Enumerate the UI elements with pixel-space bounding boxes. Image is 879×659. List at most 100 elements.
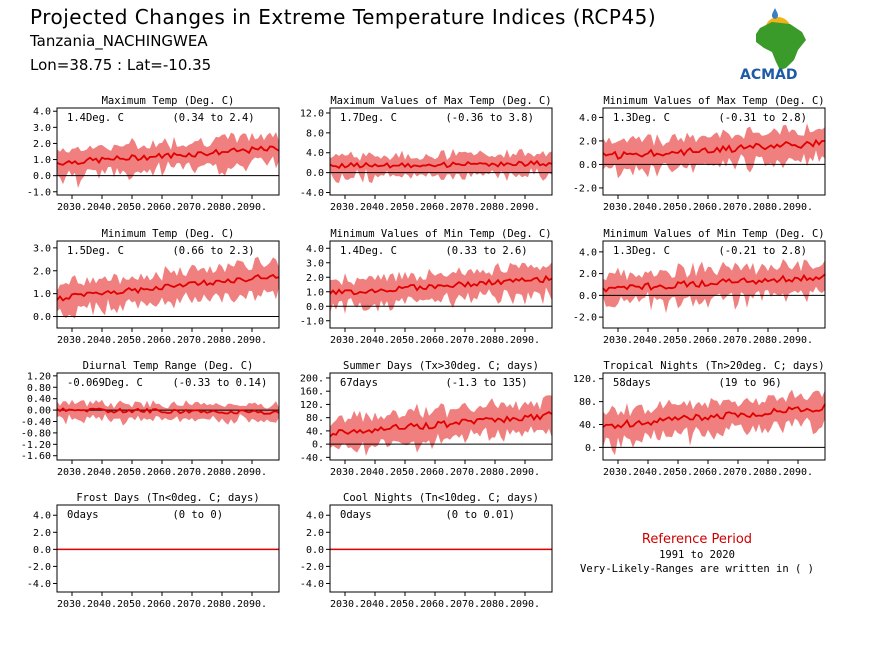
likely-range-label: (-0.31 to 2.8) [718, 112, 807, 124]
range-band [330, 262, 552, 314]
y-tick-label: -4.0 [27, 579, 51, 590]
x-tick-label: 2090. [237, 202, 267, 213]
panel-title: Cool Nights (Tn<10deg. C; days) [343, 492, 539, 504]
x-tick-label: 2080. [207, 202, 237, 213]
x-tick-label: 2080. [480, 202, 510, 213]
x-tick-label: 2090. [237, 335, 267, 346]
x-tick-label: 2050. [390, 599, 420, 610]
mean-change-label: 1.5Deg. C [67, 245, 124, 257]
x-tick-label: 2070. [723, 335, 753, 346]
likely-range-label: (-0.36 to 3.8) [445, 112, 534, 124]
range-band [603, 259, 825, 314]
likely-range-label: (-0.33 to 0.14) [172, 377, 267, 389]
x-tick-label: 2060. [420, 202, 450, 213]
likely-range-label: (0.33 to 2.6) [445, 245, 527, 257]
x-tick-label: 2090. [510, 599, 540, 610]
y-tick-label: 1.0 [33, 289, 51, 300]
y-tick-label: 3.0 [306, 258, 324, 269]
x-tick-label: 2030. [57, 335, 87, 346]
x-tick-label: 2030. [330, 335, 360, 346]
x-tick-label: 2080. [753, 467, 783, 478]
mean-series-line [56, 145, 280, 166]
x-tick-label: 2050. [117, 202, 147, 213]
y-tick-label: 1.0 [33, 155, 51, 166]
logo-text: ACMAD [740, 67, 798, 83]
y-tick-label: 12.0 [300, 108, 324, 119]
x-tick-label: 2090. [783, 202, 813, 213]
panel-title: Minimum Values of Min Temp (Deg. C) [330, 228, 551, 240]
mean-change-label: 0days [340, 509, 372, 521]
x-tick-label: 2040. [360, 202, 390, 213]
x-tick-label: 2070. [723, 467, 753, 478]
x-tick-label: 2030. [57, 599, 87, 610]
x-tick-label: 2090. [237, 599, 267, 610]
x-tick-label: 2060. [147, 202, 177, 213]
x-tick-label: 2030. [57, 467, 87, 478]
y-tick-label: 0. [585, 443, 597, 454]
y-tick-label: 40. [306, 426, 324, 437]
x-tick-label: 2080. [207, 599, 237, 610]
plot-frame [329, 504, 553, 593]
panel-title: Maximum Temp (Deg. C) [102, 95, 235, 107]
y-tick-label: 120. [300, 400, 324, 411]
y-tick-label: 80. [306, 413, 324, 424]
x-tick-label: 2030. [57, 202, 87, 213]
reference-heading: Reference Period [642, 532, 752, 547]
x-tick-label: 2070. [450, 335, 480, 346]
y-tick-label: 0.0 [33, 312, 51, 323]
x-tick-label: 2080. [480, 599, 510, 610]
chart-panel-8: 200.160.120.80.40.0.-40.2030. 2040. 2050. 2… [300, 360, 553, 478]
mean-series-line [56, 407, 280, 415]
y-tick-label: 0.0 [306, 302, 324, 313]
x-tick-label: 2050. [390, 202, 420, 213]
x-tick-label: 2030. [603, 202, 633, 213]
x-tick-label: 2090. [783, 335, 813, 346]
y-tick-label: -40. [300, 453, 324, 464]
x-tick-label: 2050. [663, 467, 693, 478]
x-tick-label: 2050. [390, 335, 420, 346]
panel-title: Diurnal Temp Range (Deg. C) [83, 360, 254, 372]
mean-series-line [602, 138, 826, 160]
range-band [330, 395, 552, 456]
x-tick-label: 2080. [207, 335, 237, 346]
mean-change-label: 1.4Deg. C [67, 112, 124, 124]
y-tick-label: 0.0 [579, 160, 597, 171]
x-tick-label: 2080. [753, 202, 783, 213]
panel-title: Minimum Temp (Deg. C) [102, 228, 235, 240]
likely-range-label: (19 to 96) [718, 377, 781, 389]
x-tick-label: 2040. [87, 599, 117, 610]
x-tick-label: 2080. [480, 335, 510, 346]
x-tick-label: 2060. [147, 335, 177, 346]
chart-panel-10: 4.0 2.0 0.0 -2.0 -4.0 2030. 2040. 2050. 2060. 207… [27, 492, 280, 610]
mean-change-label: -0.069Deg. C [67, 377, 143, 389]
reference-note: Very-Likely-Ranges are written in ( ) [580, 563, 814, 575]
figure-title: Projected Changes in Extreme Temperature… [30, 5, 656, 29]
x-tick-label: 2070. [450, 467, 480, 478]
x-tick-label: 2090. [237, 467, 267, 478]
y-tick-label: 4.0 [33, 107, 51, 118]
y-tick-label: 1.20 [27, 371, 51, 382]
x-tick-label: 2040. [360, 599, 390, 610]
location-label: Tanzania_NACHINGWEA [29, 32, 208, 51]
y-tick-label: 40. [579, 420, 597, 431]
x-tick-label: 2070. [723, 202, 753, 213]
y-tick-label: 0. [312, 440, 324, 451]
x-tick-label: 2060. [693, 335, 723, 346]
plot-frame [56, 504, 280, 593]
y-tick-label: 2.0 [579, 136, 597, 147]
x-tick-label: 2030. [330, 202, 360, 213]
x-tick-label: 2070. [177, 467, 207, 478]
panel-title: Summer Days (Tx>30deg. C; days) [343, 360, 539, 372]
plot-frame [329, 372, 553, 461]
x-tick-label: 2030. [330, 467, 360, 478]
y-tick-label: 3.0 [33, 243, 51, 254]
mean-change-label: 58days [613, 377, 651, 389]
y-tick-label: 4.0 [579, 113, 597, 124]
x-tick-label: 2050. [117, 599, 147, 610]
reference-block: Reference Period 1991 to 2020 Very-Likel… [580, 532, 814, 575]
y-tick-label: -1.0 [27, 187, 51, 198]
